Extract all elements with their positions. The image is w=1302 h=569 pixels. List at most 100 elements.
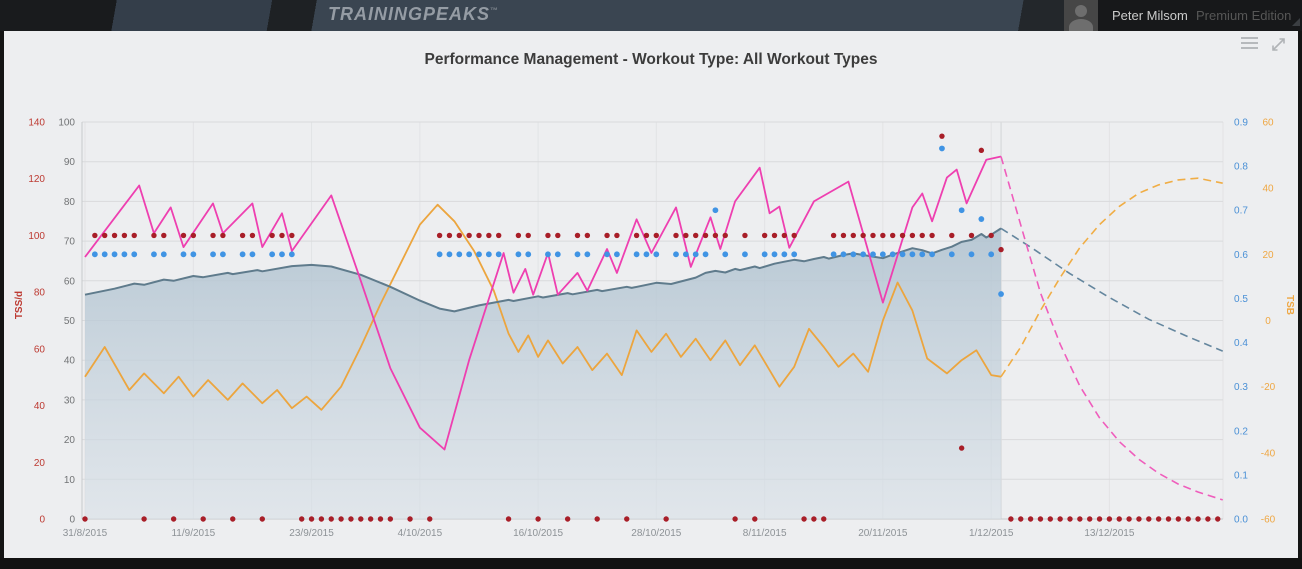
tss-zero-dot <box>230 516 236 522</box>
if-axis-tick: 0.0 <box>1234 515 1248 526</box>
tss-future-zero-dot <box>1106 516 1113 522</box>
tss-zero-dot <box>732 516 738 522</box>
tss-dot <box>771 232 778 239</box>
user-name[interactable]: Peter Milsom <box>1112 8 1188 23</box>
inner-left-axis-tick: 50 <box>64 316 76 327</box>
x-axis-date-label: 13/12/2015 <box>1084 528 1134 539</box>
if-dot <box>860 251 867 258</box>
if-dot <box>101 251 108 258</box>
tss-dot <box>279 232 285 239</box>
tss-dot <box>949 232 955 239</box>
if-dot <box>889 251 896 258</box>
tsb-axis-tick: -20 <box>1261 382 1276 393</box>
x-axis-date-label: 8/11/2015 <box>743 528 787 539</box>
if-dot <box>180 251 187 258</box>
inner-left-axis-tick: 60 <box>64 276 76 287</box>
tss-dot <box>968 232 975 239</box>
x-axis-date-label: 4/10/2015 <box>398 528 443 539</box>
tss-dot <box>446 232 453 239</box>
if-dot <box>151 251 157 258</box>
tss-outlier-dot <box>978 147 985 154</box>
if-dot <box>988 251 995 258</box>
if-axis-tick: 0.9 <box>1234 118 1248 129</box>
if-dot <box>870 251 876 258</box>
tss-future-zero-dot <box>1205 516 1211 522</box>
tss-zero-dot <box>407 516 413 522</box>
tss-dot <box>693 232 699 239</box>
if-axis-tick: 0.1 <box>1234 470 1248 481</box>
tss-axis-tick: 140 <box>28 118 45 129</box>
tss-zero-dot <box>299 516 305 522</box>
tss-dot <box>899 232 906 239</box>
if-outlier-dot <box>712 207 719 214</box>
if-dot <box>574 251 581 258</box>
trainingpeaks-logo[interactable]: TRAININGPEAKS™ <box>328 4 499 25</box>
tss-dot <box>249 232 256 239</box>
tss-zero-dot <box>752 516 758 522</box>
tss-zero-dot <box>348 516 354 522</box>
if-dot <box>456 251 463 258</box>
chart-title: Performance Management - Workout Type: A… <box>424 51 878 68</box>
if-dot <box>525 251 532 258</box>
if-outlier-dot <box>978 216 985 222</box>
if-dot <box>673 251 679 258</box>
tsb-axis-tick: -40 <box>1261 448 1276 459</box>
ctl-line <box>84 227 1002 313</box>
tss-future-zero-dot <box>1067 516 1073 522</box>
tss-zero-dot <box>200 516 206 522</box>
if-dot <box>633 251 640 258</box>
tss-future-zero-dot <box>1185 516 1191 522</box>
tss-future-zero-dot <box>1175 516 1182 522</box>
tss-future-zero-dot <box>1126 516 1132 522</box>
chart-menu-icon[interactable] <box>1241 37 1258 49</box>
tss-axis-tick: 100 <box>28 231 45 242</box>
x-axis-date-label: 28/10/2015 <box>631 528 681 539</box>
expand-icon[interactable] <box>1271 37 1286 52</box>
if-axis-tick: 0.7 <box>1234 206 1248 217</box>
if-dot <box>249 251 256 258</box>
inner-left-axis-tick: 20 <box>64 435 76 446</box>
tss-dot <box>545 232 551 239</box>
tss-dot <box>722 232 728 239</box>
tss-dot <box>830 232 837 239</box>
tss-dot <box>614 232 620 239</box>
if-outlier-dot <box>998 291 1004 297</box>
tss-future-zero-dot <box>1096 516 1103 522</box>
if-dot <box>160 251 167 258</box>
tss-dot <box>604 232 610 239</box>
tss-dot <box>515 232 522 239</box>
tss-dot <box>210 232 216 239</box>
tss-axis-tick: 60 <box>34 344 46 355</box>
if-dot <box>269 251 276 258</box>
if-axis-tick: 0.5 <box>1234 294 1248 305</box>
tss-future-zero-dot <box>1136 516 1142 522</box>
tss-dot <box>988 232 994 239</box>
inner-left-axis-tick: 10 <box>64 475 76 486</box>
tss-future-zero-dot <box>1047 516 1054 522</box>
if-dot <box>466 251 473 258</box>
if-dot <box>643 251 650 258</box>
tss-future-zero-dot <box>1057 516 1063 522</box>
if-outlier-dot <box>939 145 945 152</box>
tss-zero-dot <box>308 516 315 522</box>
inner-left-axis-tick: 30 <box>64 395 76 406</box>
tsb-axis-tick: -60 <box>1261 515 1276 526</box>
tsb-axis-tick: 0 <box>1265 316 1271 327</box>
tsb-forecast-line <box>1000 177 1223 378</box>
tss-axis-tick: 120 <box>28 174 45 185</box>
tss-dot <box>890 232 896 239</box>
if-dot <box>614 251 620 258</box>
tss-dot <box>909 232 916 239</box>
atl-forecast-line <box>1000 156 1223 501</box>
if-dot <box>111 251 118 258</box>
tss-dot <box>742 232 748 239</box>
avatar[interactable] <box>1064 0 1098 31</box>
tss-dot <box>486 232 492 239</box>
tss-zero-dot <box>594 516 600 522</box>
tss-dot <box>269 232 275 239</box>
tss-zero-dot <box>663 516 669 522</box>
tss-dot <box>633 232 640 239</box>
tss-future-zero-dot <box>1155 516 1162 522</box>
atl-line <box>84 155 1002 451</box>
